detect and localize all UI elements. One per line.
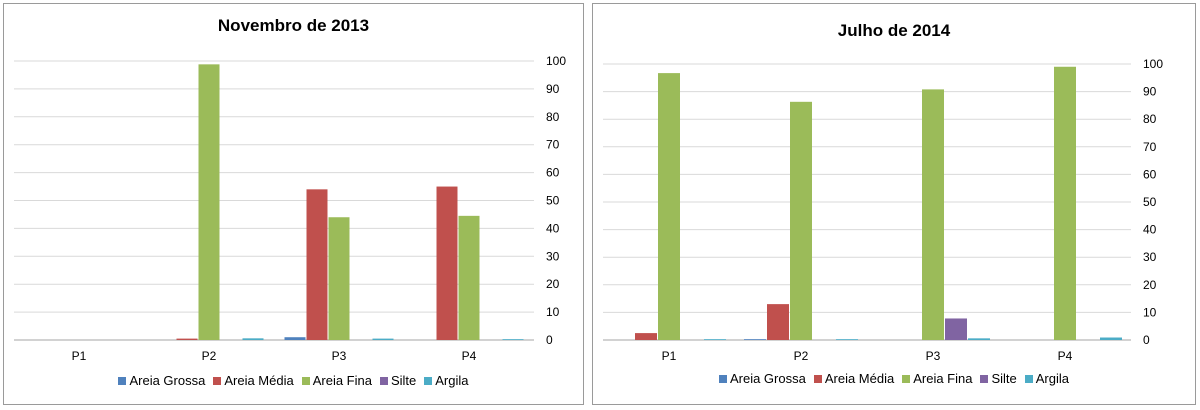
- legend-label: Silte: [991, 371, 1017, 386]
- y-tick-label: 70: [1143, 140, 1157, 154]
- y-tick-label: 0: [1143, 333, 1150, 347]
- legend-label: Silte: [390, 373, 417, 388]
- bar-p3-argila: [372, 338, 394, 340]
- y-tick-label: 60: [546, 166, 560, 180]
- bar-p2-areia-fina: [790, 101, 812, 340]
- chart-title: Novembro de 2013: [217, 16, 370, 35]
- bar-p4-argila: [502, 339, 524, 340]
- y-tick-label: 10: [1143, 305, 1157, 319]
- bar-chart: 0 10 20 30 40 50 60 70 80 90 100 P1 P2 P3 P4: [603, 57, 1163, 363]
- bar-p2-areia-media: [767, 304, 789, 340]
- bar-p4-areia-media: [436, 186, 458, 340]
- bar-p3-areia-fina: [922, 89, 944, 340]
- legend-item-argila: Argila: [424, 373, 469, 388]
- legend-label: Areia Fina: [913, 371, 973, 386]
- legend-swatch: [301, 376, 310, 385]
- legend-item-areia-fina: Areia Fina: [902, 371, 972, 386]
- bar-p4-areia-fina: [1054, 66, 1076, 340]
- y-tick-label: 0: [546, 333, 553, 347]
- bar-p3-argila: [968, 338, 990, 340]
- bar-p3-areia-grossa: [284, 337, 306, 340]
- y-tick-label: 50: [1143, 195, 1157, 209]
- bar-p3-areia-media: [306, 189, 328, 340]
- legend-item-silte: Silte: [379, 373, 417, 388]
- y-tick-label: 70: [546, 138, 560, 152]
- x-tick-label: P2: [202, 349, 217, 363]
- bar-p4-areia-fina: [458, 215, 480, 340]
- legend-label: Areia Média: [224, 373, 294, 388]
- y-tick-label: 20: [546, 277, 560, 291]
- bar-p2-argila: [242, 338, 264, 340]
- bar-p1-areia-fina: [658, 73, 680, 340]
- x-tick-label: P4: [462, 349, 477, 363]
- bar-p2-argila: [836, 339, 858, 340]
- y-tick-label: 40: [1143, 223, 1157, 237]
- legend-item-argila: Argila: [1024, 371, 1070, 386]
- chart-panel-novembro-2013: Novembro de 2013 0 10 20 30 40 50 60 70 80 90 100 P…: [3, 3, 584, 405]
- y-tick-label: 10: [546, 305, 560, 319]
- y-tick-label: 90: [546, 82, 560, 96]
- bar-p1-areia-media: [635, 333, 657, 340]
- legend-swatch: [813, 374, 822, 383]
- legend-swatch: [902, 374, 911, 383]
- legend: Areia Grossa Areia Média Areia Fina Silte Ar…: [593, 371, 1195, 386]
- legend-swatch: [980, 374, 989, 383]
- legend-swatch: [379, 376, 388, 385]
- legend-swatch: [1024, 374, 1033, 383]
- legend: Areia Grossa Areia Média Areia Fina Silte Ar…: [4, 373, 583, 388]
- legend-item-silte: Silte: [980, 371, 1017, 386]
- legend-label: Areia Grossa: [729, 371, 806, 386]
- legend-label: Areia Grossa: [129, 373, 206, 388]
- legend-label: Argila: [1035, 371, 1070, 386]
- legend-label: Areia Fina: [312, 373, 372, 388]
- legend-item-areia-media: Areia Média: [213, 373, 294, 388]
- legend-label: Areia Média: [824, 371, 895, 386]
- x-tick-label: P3: [926, 349, 941, 363]
- chart-panel-julho-2014: Julho de 2014 0 10 20 30 40 50 60 70 80 90 100 P1 P2…: [592, 3, 1196, 405]
- bar-chart: 0 10 20 30 40 50 60 70 80 90 100 P1 P2 P3 P4: [14, 54, 566, 363]
- legend-swatch: [118, 376, 127, 385]
- legend-swatch: [718, 374, 727, 383]
- bar-p3-areia-fina: [328, 217, 350, 340]
- bar-p1-argila: [704, 339, 726, 340]
- y-tick-label: 40: [546, 221, 560, 235]
- legend-item-areia-fina: Areia Fina: [301, 373, 372, 388]
- y-tick-label: 30: [1143, 250, 1157, 264]
- x-tick-label: P3: [332, 349, 347, 363]
- legend-item-areia-grossa: Areia Grossa: [118, 373, 205, 388]
- bar-p2-areia-grossa: [744, 339, 766, 340]
- legend-item-areia-media: Areia Média: [813, 371, 895, 386]
- y-tick-label: 20: [1143, 278, 1157, 292]
- x-tick-label: P4: [1058, 349, 1073, 363]
- x-tick-label: P1: [662, 349, 677, 363]
- y-tick-label: 80: [546, 110, 560, 124]
- chart-title: Julho de 2014: [837, 21, 951, 40]
- y-tick-label: 50: [546, 194, 560, 208]
- y-tick-label: 60: [1143, 167, 1157, 181]
- bar-p2-areia-fina: [198, 64, 220, 341]
- y-tick-label: 80: [1143, 112, 1157, 126]
- bar-p3-silte: [945, 318, 967, 340]
- x-tick-label: P1: [72, 349, 87, 363]
- legend-swatch: [424, 376, 433, 385]
- legend-label: Argila: [435, 373, 469, 388]
- y-tick-label: 100: [1143, 57, 1163, 71]
- y-tick-label: 30: [546, 249, 560, 263]
- bar-p4-argila: [1100, 337, 1122, 340]
- y-tick-label: 90: [1143, 85, 1157, 99]
- legend-item-areia-grossa: Areia Grossa: [718, 371, 806, 386]
- y-tick-label: 100: [546, 54, 566, 68]
- x-tick-label: P2: [794, 349, 809, 363]
- legend-swatch: [213, 376, 222, 385]
- bar-p2-areia-media: [176, 338, 198, 340]
